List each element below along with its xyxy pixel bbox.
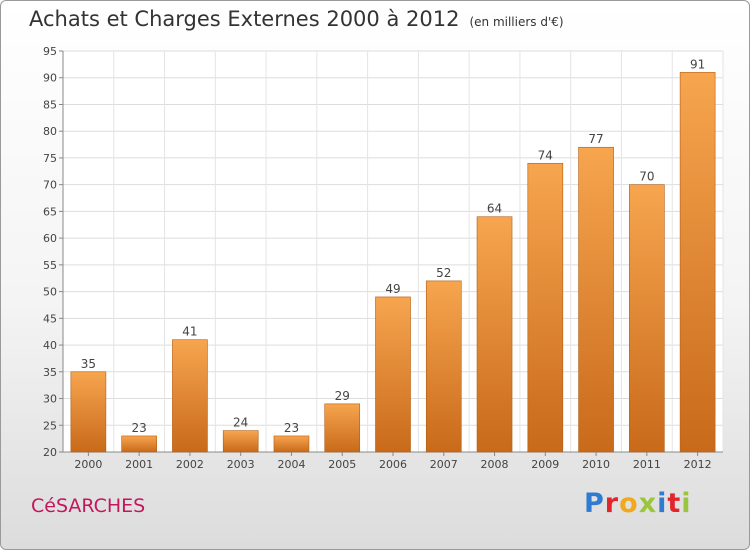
- y-tick-label: 55: [43, 259, 57, 272]
- bar: [172, 339, 208, 453]
- logo-letter: r: [604, 488, 620, 519]
- y-tick-label: 85: [43, 98, 57, 111]
- logo-letter: P: [584, 488, 605, 519]
- bar: [679, 72, 716, 453]
- y-tick-label: 80: [43, 125, 57, 138]
- data-label: 74: [538, 148, 553, 162]
- data-label: 24: [233, 416, 248, 430]
- x-tick-label: 2008: [481, 458, 509, 471]
- y-tick-label: 65: [43, 205, 57, 218]
- logo-letter: x: [638, 488, 658, 519]
- proxiti-logo[interactable]: Proxiti: [584, 488, 692, 519]
- logo-letter: t: [667, 488, 682, 519]
- data-label: 52: [436, 266, 451, 280]
- data-label: 64: [487, 202, 502, 216]
- bar: [527, 162, 564, 453]
- logo-letter: i: [657, 488, 668, 519]
- x-tick-label: 2002: [176, 458, 204, 471]
- bar: [273, 435, 310, 453]
- bar: [476, 216, 513, 453]
- y-tick-label: 30: [43, 393, 57, 406]
- x-tick-label: 2011: [633, 458, 661, 471]
- x-tick-label: 2000: [74, 458, 102, 471]
- title-main: Achats et Charges Externes 2000 à 2012: [29, 7, 460, 31]
- axes: 20 25 30 35 40 45 50 55 60 65 70 75 80 85 90 95 2000 2001…: [43, 45, 723, 471]
- bar: [70, 371, 107, 453]
- x-tick-label: 2007: [430, 458, 458, 471]
- bar: [222, 430, 259, 453]
- bar: [375, 296, 411, 453]
- y-tick-label: 45: [43, 312, 57, 325]
- y-tick-label: 90: [43, 72, 57, 85]
- x-tick-label: 2012: [684, 458, 712, 471]
- logo-letter: o: [619, 488, 639, 519]
- x-tick-label: 2005: [328, 458, 356, 471]
- bar: [121, 435, 157, 453]
- x-tick-label: 2003: [227, 458, 255, 471]
- city-name: CéSARCHES: [31, 495, 146, 517]
- y-tick-label: 75: [43, 152, 57, 165]
- logo-letter: i: [681, 488, 692, 519]
- data-label: 35: [81, 357, 96, 371]
- data-label: 77: [588, 132, 603, 146]
- bar: [425, 280, 462, 453]
- bar: [578, 146, 614, 453]
- chart-title: Achats et Charges Externes 2000 à 2012 (e…: [29, 7, 564, 31]
- y-tick-label: 95: [43, 45, 57, 58]
- x-tick-label: 2010: [582, 458, 610, 471]
- y-tick-label: 35: [43, 366, 57, 379]
- y-tick-label: 50: [43, 286, 57, 299]
- data-label: 70: [639, 170, 654, 184]
- title-unit: (en milliers d'€): [469, 15, 564, 29]
- data-label: 91: [690, 57, 705, 71]
- y-tick-label: 40: [43, 339, 57, 352]
- x-tick-label: 2006: [379, 458, 407, 471]
- data-label: 49: [385, 282, 400, 296]
- x-tick-label: 2004: [277, 458, 305, 471]
- data-label: 41: [182, 325, 197, 339]
- y-tick-label: 25: [43, 419, 57, 432]
- data-labels: 35 23 41 24 23 29 49 52 64 74 77 70 91: [81, 57, 706, 435]
- y-tick-label: 70: [43, 179, 57, 192]
- data-label: 23: [284, 421, 299, 435]
- x-tick-label: 2009: [531, 458, 559, 471]
- y-tick-label: 60: [43, 232, 57, 245]
- bar: [324, 403, 361, 453]
- y-tick-label: 20: [43, 446, 57, 459]
- data-label: 29: [335, 389, 350, 403]
- x-tick-label: 2001: [125, 458, 153, 471]
- bar: [629, 184, 665, 453]
- data-label: 23: [132, 421, 147, 435]
- bars: [70, 72, 716, 453]
